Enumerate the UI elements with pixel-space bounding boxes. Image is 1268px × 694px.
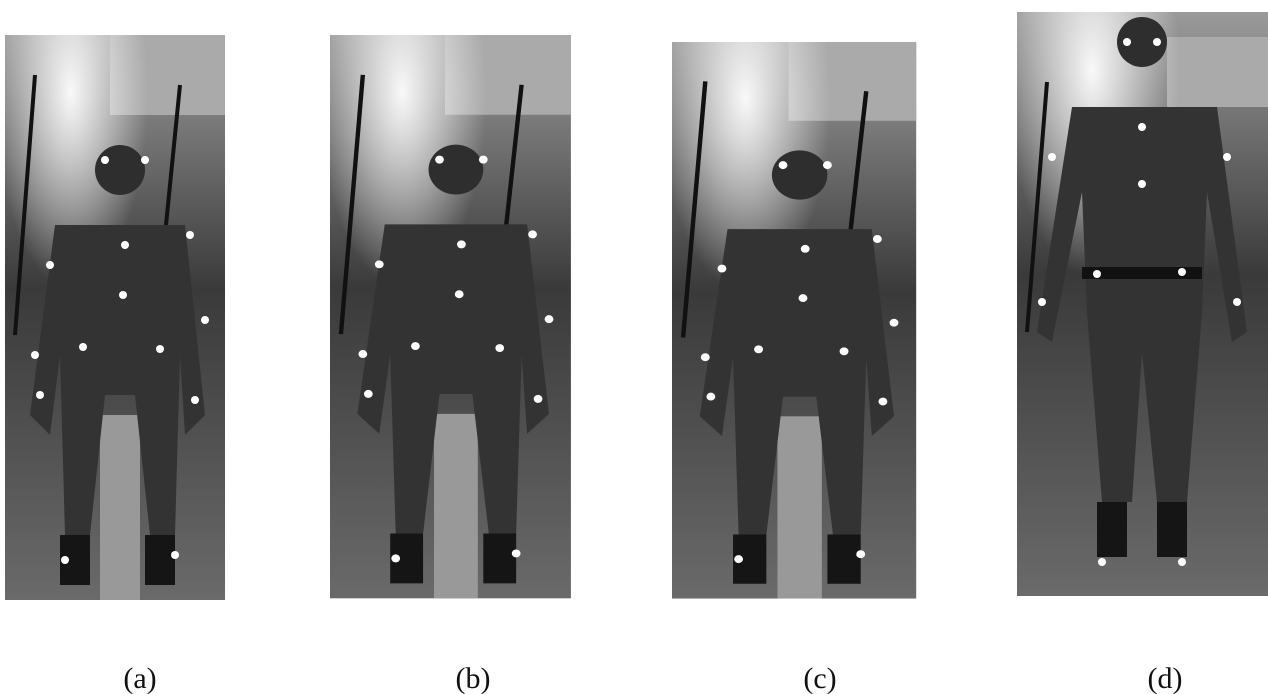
- figure: (a) (b) (c) (d): [0, 0, 1268, 694]
- photo: [1017, 12, 1268, 596]
- photo: [672, 42, 916, 599]
- panel-label: (a): [123, 662, 156, 694]
- photo: [330, 35, 571, 598]
- panel-label: (d): [1148, 662, 1183, 694]
- panel-label: (b): [456, 662, 491, 694]
- photo: [5, 35, 225, 600]
- panel-label: (c): [803, 662, 836, 694]
